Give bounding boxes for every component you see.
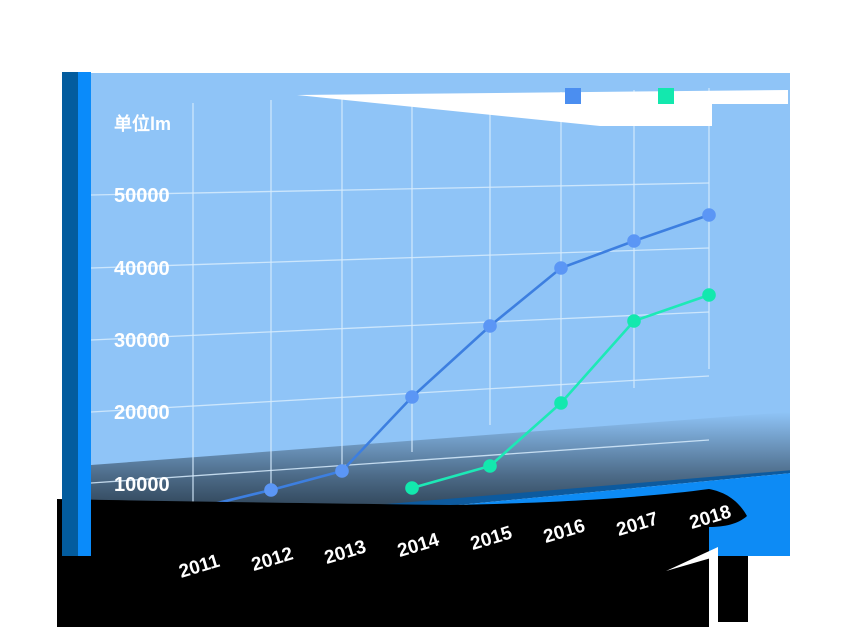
svg-text:30000: 30000 [114,330,170,352]
svg-text:50000: 50000 [114,185,170,207]
svg-text:20000: 20000 [114,402,170,424]
svg-text:40000: 40000 [114,258,170,280]
svg-text:10000: 10000 [114,474,170,496]
svg-text:单位lm: 单位lm [114,113,171,134]
